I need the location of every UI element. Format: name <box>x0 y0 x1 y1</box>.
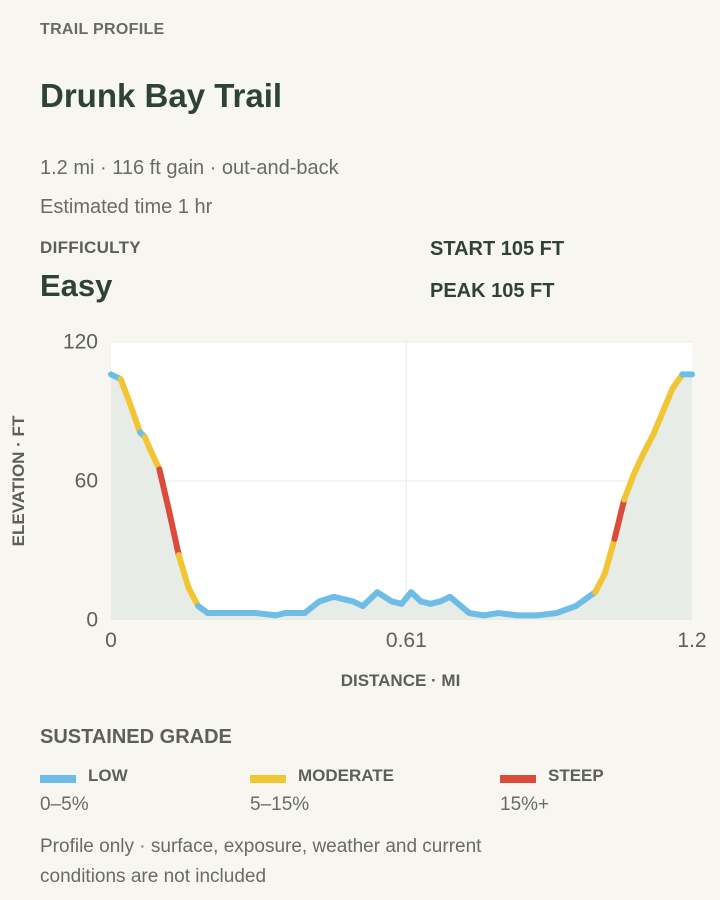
trail-summary: 1.2 mi · 116 ft gain · out-and-back <box>40 157 339 179</box>
x-axis-title: DISTANCE · MI <box>341 671 461 690</box>
elevation-segment <box>127 401 144 436</box>
legend-swatch-moderate <box>250 775 286 783</box>
elevation-segment <box>630 450 647 478</box>
elevation-segment <box>592 570 608 596</box>
elevation-segment <box>175 552 192 591</box>
y-tick-label: 120 <box>63 331 98 354</box>
elevation-area <box>111 374 692 620</box>
footnote: Profile only · surface, exposure, weathe… <box>40 836 482 887</box>
elevation-segment <box>156 466 173 515</box>
elevation-segment <box>659 385 676 415</box>
y-axis-title: ELEVATION · FT <box>9 415 28 546</box>
elevation-segment <box>166 508 182 559</box>
elevation-segment <box>611 496 628 542</box>
elevation-segment <box>253 610 279 619</box>
elevation-segment <box>185 584 202 610</box>
elevation-segment <box>446 593 473 617</box>
elevation-segment <box>621 471 637 503</box>
peak-elevation: PEAK 105 FT <box>430 280 555 302</box>
elevation-segment <box>330 593 357 605</box>
elevation-chart: 0 60 120 0 0.61 1.2 DISTANCE · MI ELEVATION · F… <box>9 331 707 691</box>
legend-swatch-steep <box>500 775 536 783</box>
difficulty-value: Easy <box>40 268 113 303</box>
elevation-segment <box>553 603 579 617</box>
elevation-segment <box>650 408 666 438</box>
legend-name: STEEP <box>548 766 604 785</box>
legend-swatch-low <box>40 775 76 783</box>
trail-title: Drunk Bay Trail <box>40 77 283 114</box>
legend-title: SUSTAINED GRADE <box>40 726 232 748</box>
estimated-time: Estimated time 1 hr <box>40 196 213 218</box>
legend-range: 0–5% <box>40 794 89 815</box>
elevation-segment <box>640 431 657 457</box>
elevation-segment <box>301 598 323 617</box>
legend-range: 5–15% <box>250 794 310 815</box>
y-tick-label: 60 <box>75 470 98 493</box>
difficulty-label: DIFFICULTY <box>40 238 141 257</box>
legend-range: 15%+ <box>500 794 550 815</box>
x-tick-label: 1.2 <box>677 629 706 652</box>
section-eyebrow: TRAIL PROFILE <box>40 21 165 38</box>
legend-name: MODERATE <box>298 766 395 785</box>
y-tick-label: 0 <box>86 609 98 632</box>
elevation-segment <box>495 610 521 619</box>
elevation-segment <box>117 376 134 408</box>
elevation-segment <box>601 535 618 577</box>
elevation-segment <box>534 610 560 619</box>
legend-name: LOW <box>88 766 128 785</box>
start-elevation: START 105 FT <box>430 238 565 260</box>
elevation-segment <box>359 589 381 610</box>
x-tick-label: 0.61 <box>386 629 427 652</box>
elevation-segment <box>146 445 163 473</box>
x-tick-label: 0 <box>105 629 117 652</box>
elevation-segment <box>572 589 599 610</box>
